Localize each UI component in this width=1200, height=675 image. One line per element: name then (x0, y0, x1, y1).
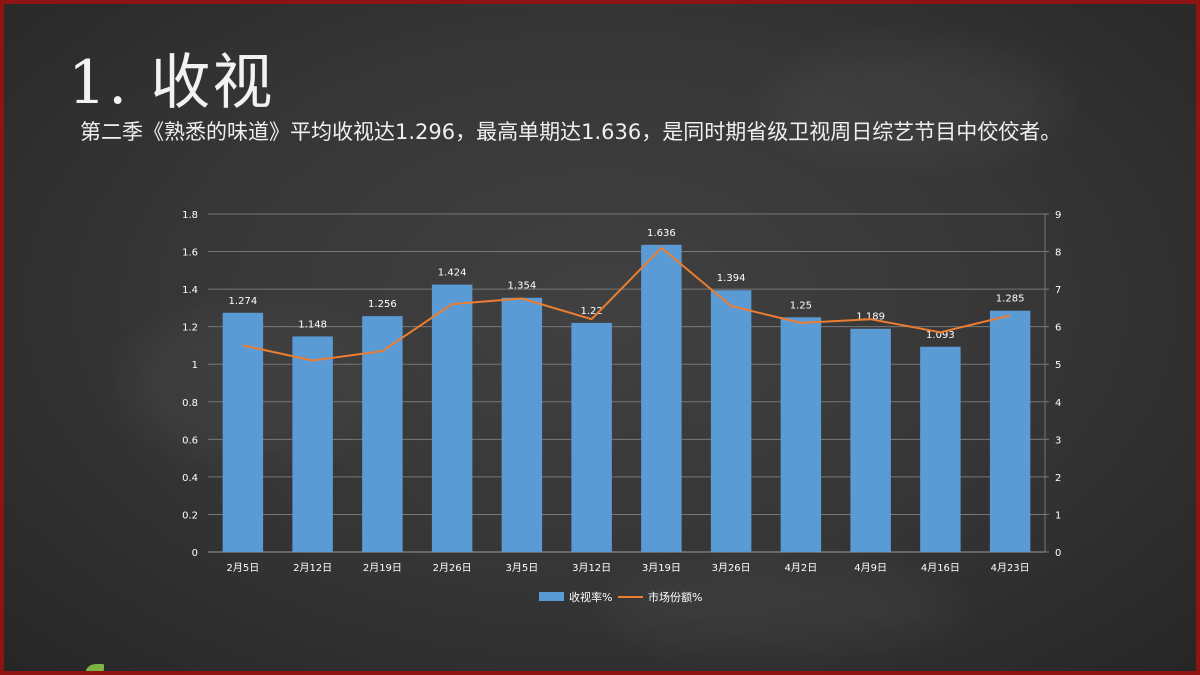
x-tick-label: 4月2日 (785, 562, 818, 574)
x-tick-label: 4月23日 (991, 562, 1030, 574)
y-right-tick-label: 0 (1055, 548, 1061, 559)
y-right-tick-label: 1 (1055, 510, 1061, 521)
x-tick-label: 2月19日 (363, 562, 402, 574)
y-right-tick-label: 6 (1055, 323, 1061, 334)
page-title: 1. 收视 (68, 48, 275, 118)
bar-data-label: 1.25 (790, 300, 812, 311)
x-tick-label: 2月26日 (433, 562, 472, 574)
bar-data-label: 1.274 (229, 296, 258, 307)
y-left-tick-label: 0.2 (182, 510, 198, 521)
y-left-tick-label: 0.4 (182, 473, 198, 484)
y-left-tick-label: 0.6 (182, 435, 198, 446)
bar (431, 284, 473, 552)
y-right-tick-label: 7 (1055, 285, 1061, 296)
x-tick-label: 3月5日 (506, 562, 539, 574)
bar (222, 312, 264, 552)
bar (710, 290, 752, 552)
bar-data-label: 1.354 (508, 281, 537, 292)
leaf-decoration (86, 664, 104, 671)
bar-data-label: 1.424 (438, 268, 467, 279)
y-right-tick-label: 9 (1055, 210, 1061, 221)
x-tick-label: 2月5日 (227, 562, 260, 574)
bar-data-label: 1.189 (856, 312, 885, 323)
bar (920, 346, 961, 552)
page-subtitle: 第二季《熟悉的味道》平均收视达1.296，最高单期达1.636，是同时期省级卫视… (80, 120, 1062, 144)
legend-bar-label: 收视率% (569, 590, 612, 604)
y-left-tick-label: 1.6 (182, 248, 198, 259)
y-left-tick-label: 1.4 (182, 285, 198, 296)
x-tick-label: 3月19日 (642, 562, 681, 574)
y-left-tick-label: 1 (192, 360, 198, 371)
bar-data-label: 1.636 (647, 228, 676, 239)
bar (850, 328, 891, 552)
bar-data-label: 1.148 (298, 319, 327, 330)
y-right-tick-label: 5 (1055, 360, 1061, 371)
x-tick-label: 4月9日 (854, 562, 887, 574)
x-tick-label: 4月16日 (921, 562, 960, 574)
bar (641, 244, 682, 552)
y-right-tick-label: 4 (1055, 398, 1061, 409)
bar-data-label: 1.394 (717, 273, 746, 284)
bar (571, 322, 612, 552)
x-tick-label: 2月12日 (293, 562, 332, 574)
y-left-tick-label: 0.8 (182, 398, 198, 409)
y-left-tick-label: 0 (192, 548, 198, 559)
bar (362, 316, 403, 552)
bar-data-label: 1.256 (368, 299, 397, 310)
line-series-market-share (242, 246, 1011, 362)
bar (780, 317, 822, 552)
legend-bar-swatch (539, 592, 564, 601)
legend-line-label: 市场份额% (648, 590, 702, 604)
y-right-tick-label: 2 (1055, 473, 1061, 484)
x-tick-label: 3月26日 (712, 562, 751, 574)
bar-data-label: 1.093 (926, 330, 955, 341)
y-left-tick-label: 1.2 (182, 323, 198, 334)
bar-data-label: 1.22 (580, 306, 602, 317)
y-right-tick-label: 3 (1055, 435, 1061, 446)
bar (292, 336, 333, 552)
x-tick-label: 3月12日 (572, 562, 611, 574)
bar-data-label: 1.285 (996, 294, 1025, 305)
bar (501, 297, 543, 552)
y-right-tick-label: 8 (1055, 248, 1061, 259)
y-left-tick-label: 1.8 (182, 210, 198, 221)
bar (989, 310, 1031, 552)
